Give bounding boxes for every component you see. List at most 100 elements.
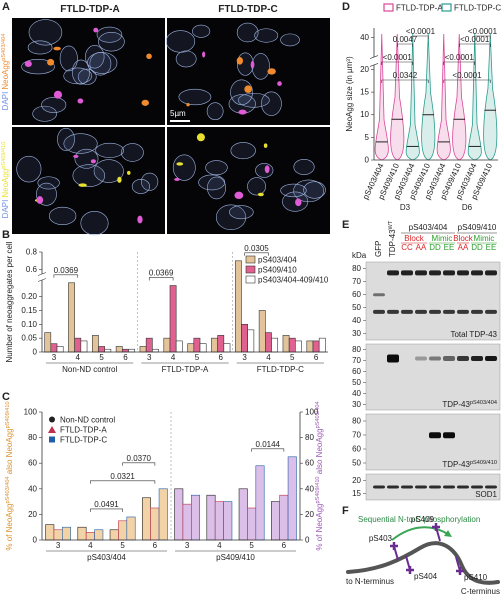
kda-label: kDa xyxy=(352,251,367,260)
significance-bracket xyxy=(443,79,491,83)
band xyxy=(373,485,385,489)
aggregate xyxy=(277,81,282,87)
mw-label: 70 xyxy=(352,431,361,440)
significance-bracket xyxy=(251,448,285,452)
band xyxy=(443,485,455,489)
nucleus-outline xyxy=(207,176,227,200)
mw-label: 60 xyxy=(352,445,361,454)
x-tick-label: 3 xyxy=(242,353,247,362)
significance-bracket xyxy=(53,274,79,278)
aggregate xyxy=(196,133,205,142)
terminus-label: to N-terminus xyxy=(346,577,394,586)
band xyxy=(443,432,455,439)
group-label: Non-ND control xyxy=(62,365,117,374)
nucleus-outline xyxy=(72,164,106,187)
bar xyxy=(139,346,147,353)
bar xyxy=(115,346,123,353)
axis-break xyxy=(370,57,378,65)
group-label: FTLD-TDP-A xyxy=(162,365,209,374)
panel-letter: E xyxy=(342,219,349,231)
bar xyxy=(152,348,159,353)
nucleus-outline xyxy=(192,24,211,38)
nucleus-outline xyxy=(205,160,228,176)
band xyxy=(443,309,455,314)
text-part: DAPI xyxy=(1,200,10,219)
x-tick-label: 6 xyxy=(219,353,224,362)
nucleus-outline xyxy=(255,163,274,178)
p-value: <0.0001 xyxy=(452,71,482,80)
superscript: pS403/404 xyxy=(470,400,497,406)
bar xyxy=(175,340,183,353)
nucleus-outline xyxy=(280,33,300,47)
x-tick-label: 6 xyxy=(314,353,319,362)
legend-label: FTLD-TDP-A xyxy=(396,4,443,13)
mw-label: 60 xyxy=(352,290,361,299)
tick-label: 80 xyxy=(305,433,314,442)
band xyxy=(485,485,497,489)
nucleus-outline xyxy=(261,91,282,116)
text-part: % of NeoAgg xyxy=(315,504,324,551)
legend-label: FTLD-TDP-C xyxy=(60,436,107,445)
axis-break-mark xyxy=(369,63,379,67)
x-tick-label: 6 xyxy=(282,541,287,550)
tick-label: 20 xyxy=(360,65,369,74)
significance-bracket xyxy=(148,277,174,281)
superscript: pS409/410 xyxy=(470,460,497,466)
nucleus-outline xyxy=(96,26,123,43)
p-value: <0.0001 xyxy=(468,27,498,36)
aggregate xyxy=(295,198,302,207)
site-label: pS404 xyxy=(414,572,438,581)
band xyxy=(485,309,497,314)
nucleus-outline xyxy=(71,59,90,85)
bar xyxy=(45,524,55,541)
superscript: pS403/404 xyxy=(315,401,321,428)
tick-label: 100 xyxy=(24,408,38,417)
significance-bracket xyxy=(443,61,476,65)
x-tick-label: 4 xyxy=(76,353,81,362)
tick-label: 0 xyxy=(305,536,310,545)
mw-label: 80 xyxy=(352,345,361,354)
x-tick-label: 3 xyxy=(56,541,61,550)
legend-swatch xyxy=(383,3,394,12)
nucleus-outline xyxy=(175,50,197,68)
text-part: Total TDP-43 xyxy=(450,330,497,339)
mw-label: 50 xyxy=(352,378,361,387)
bar xyxy=(98,346,105,353)
band xyxy=(443,356,455,362)
legend-label: FTLD-TDP-C xyxy=(454,4,501,13)
legend-label: pS403/404-409/410 xyxy=(258,276,329,285)
aggregate xyxy=(176,162,184,166)
scale-bar-label: 5µm xyxy=(170,109,186,118)
bar xyxy=(68,282,75,353)
superscript: pS409/410 xyxy=(315,476,321,503)
nucleus-outline xyxy=(74,148,99,169)
bar xyxy=(287,456,297,541)
micrograph xyxy=(12,18,165,125)
p-value: 0.0144 xyxy=(256,440,281,449)
mutation-label: AA xyxy=(458,243,469,252)
bar xyxy=(109,529,119,541)
legend-label: FTLD-TDP-A xyxy=(60,426,107,435)
superscript: pS403/404 xyxy=(5,476,11,503)
band xyxy=(415,485,427,489)
aggregate xyxy=(174,177,180,181)
group-label: pS409/410 xyxy=(216,553,255,562)
panel-letter: D xyxy=(342,1,350,13)
blot-label: Total TDP-43 xyxy=(450,330,497,339)
bar xyxy=(85,532,95,541)
violin-body xyxy=(452,33,467,161)
nucleus-outline xyxy=(206,102,224,121)
nucleus-outline xyxy=(303,181,326,199)
site-label: pS409 xyxy=(411,515,435,524)
panel-letter: C xyxy=(2,391,10,403)
aggregate xyxy=(77,98,84,104)
bar xyxy=(77,526,87,541)
p-value: 0.0305 xyxy=(244,244,269,253)
nucleus-outline xyxy=(165,30,196,53)
significance-bracket xyxy=(244,252,269,256)
mw-label: 30 xyxy=(352,400,361,409)
legend-marker xyxy=(49,416,55,423)
violin-body xyxy=(405,33,420,161)
lane-label: TDP-43WT xyxy=(388,220,397,257)
phospho-cross xyxy=(390,542,398,550)
